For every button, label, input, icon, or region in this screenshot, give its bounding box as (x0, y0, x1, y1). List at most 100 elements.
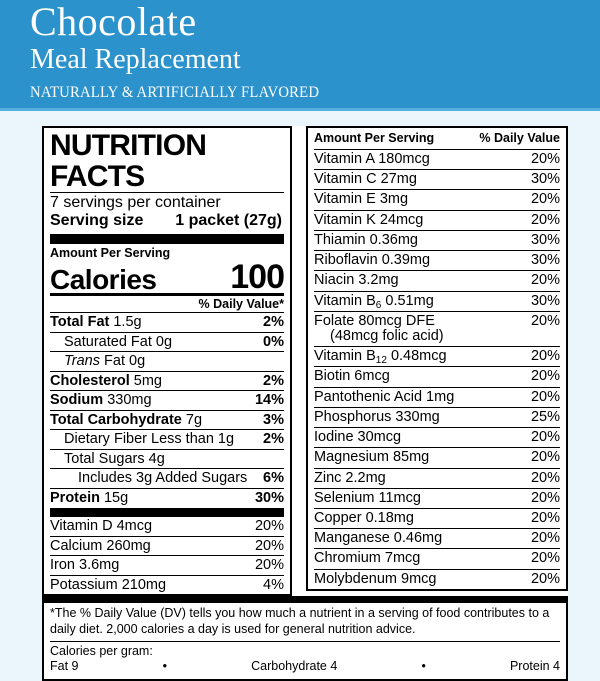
vitamin-row: Manganese 0.46mg 20% (314, 528, 560, 548)
vitamin-daily-value: 25% (530, 408, 560, 425)
separator-dot-2: • (421, 659, 426, 674)
nutrient-name: Cholesterol 5mg (50, 372, 163, 389)
nutrient-row: Total Fat 1.5g 2% (50, 312, 284, 332)
vitamin-row: Vitamin B6 0.51mg 30% (314, 290, 560, 311)
right-daily-value-header: % Daily Value (479, 131, 560, 145)
nutrient-name-bold: Sodium (50, 392, 104, 409)
nutrient-name: Protein 15g (50, 489, 129, 506)
vitamin-row: Phosphorus 330mg 25% (314, 406, 560, 427)
nutrient-row: Total Carbohydrate 7g 3% (50, 409, 284, 430)
nutrient-name: Trans Fat 0g (64, 353, 146, 370)
vitamin-row: Vitamin B12 0.48mcg 20% (314, 346, 560, 366)
right-amount-per-serving-label: Amount Per Serving (314, 131, 435, 145)
nutrient-daily-value: 6% (263, 470, 284, 487)
nutrient-name: Sodium 330mg (50, 392, 152, 409)
vitamin-row: Folate 80mcg DFE 20% (48mcg folic acid) (314, 310, 560, 346)
vitamin-row: Vitamin A 180mcg 20% (314, 149, 560, 169)
divider-bar-thick-vitamins (50, 508, 284, 518)
vitamin-name: Molybdenum 9mcg (314, 570, 437, 587)
vitamin-name: Vitamin A 180mcg (314, 151, 430, 167)
calories-row: Calories 100 (50, 257, 285, 296)
vitamin-name: Vitamin E 3mg (314, 191, 409, 208)
vitamin-name: Folate 80mcg DFE (314, 312, 435, 329)
calories-value: 100 (230, 257, 285, 296)
nutrient-name-bold: Cholesterol (50, 372, 130, 389)
servings-per-container: 7 servings per container (50, 194, 221, 212)
vitamin-daily-value: 20% (530, 489, 560, 506)
vitamin-name: Chromium 7mcg (314, 550, 421, 567)
mineral-daily-value: 4% (263, 576, 284, 593)
nutrient-name: Dietary Fiber Less than 1g (64, 431, 235, 448)
separator-dot-1: • (162, 659, 168, 674)
vitamin-daily-value: 20% (530, 570, 560, 587)
serving-size-value: 1 packet (27g) (175, 212, 282, 230)
nutrient-daily-value: 2% (263, 372, 284, 389)
nutrient-name: Includes 3g Added Sugars (78, 470, 248, 487)
vitamin-name: Selenium 11mcg (314, 489, 421, 506)
vitamin-daily-value: 20% (530, 530, 560, 547)
nutrition-columns: NUTRITION FACTS 7 servings per container… (42, 126, 568, 597)
nutrient-daily-value: 30% (254, 489, 284, 506)
vitamin-name: Pantothenic Acid 1mg (314, 388, 455, 405)
vitamin-row: Biotin 6mcg 20% (314, 366, 560, 386)
nutrient-name: Total Carbohydrate 7g (50, 411, 203, 428)
vitamin-row: Pantothenic Acid 1mg 20% (314, 386, 560, 407)
brand-flavor-note: NATURALLY & ARTIFICIALLY FLAVORED (30, 84, 320, 101)
mineral-daily-value: 20% (254, 518, 284, 535)
nutrient-row: Saturated Fat 0g 0% (50, 331, 284, 352)
mineral-name: Vitamin D 4mcg (50, 518, 153, 535)
nutrient-row: Total Sugars 4g (50, 448, 284, 469)
daily-value-footnote: *The % Daily Value (DV) tells you how mu… (50, 603, 560, 642)
calories-per-gram-protein: Protein 4 (509, 659, 560, 674)
vitamin-row: Selenium 11mcg 20% (314, 487, 560, 508)
vitamin-row: Iodine 30mcg 20% (314, 427, 560, 447)
vitamin-daily-value: 20% (530, 348, 560, 365)
nutrition-column-right: Amount Per Serving % Daily Value Vitamin… (306, 126, 568, 591)
vitamin-row: Thiamin 0.36mg 30% (314, 229, 560, 250)
footnote-box: *The % Daily Value (DV) tells you how mu… (42, 596, 568, 681)
vitamin-subscript: 6 (375, 299, 382, 311)
nutrient-name-italic: Trans (64, 353, 100, 370)
vitamin-daily-value: 30% (530, 252, 560, 269)
nutrient-row: Protein 15g 30% (50, 487, 284, 508)
right-column-header: Amount Per Serving % Daily Value (314, 128, 560, 149)
serving-size-label: Serving size (50, 212, 144, 230)
vitamin-row: Vitamin C 27mg 30% (314, 169, 560, 189)
mineral-row: Iron 3.6mg 20% (50, 555, 284, 575)
vitamin-row: Zinc 2.2mg 20% (314, 467, 560, 488)
vitamin-daily-value: 20% (530, 429, 560, 446)
vitamin-daily-value: 20% (530, 388, 560, 405)
vitamin-name: Zinc 2.2mg (314, 469, 386, 486)
vitamin-mineral-rows: Vitamin A 180mcg 20% Vitamin C 27mg 30% Vita… (314, 149, 560, 589)
nutrient-daily-value: 2% (263, 314, 284, 331)
vitamin-name: Vitamin C 27mg (314, 171, 417, 188)
nutrition-facts-title: NUTRITION FACTS (50, 130, 284, 194)
divider-bar-footnote (44, 596, 566, 604)
mineral-rows: Vitamin D 4mcg 20% Calcium 260mg 20% Iron 3.… (50, 517, 284, 594)
vitamin-daily-value: 20% (530, 312, 560, 329)
calories-per-gram-row: Fat 9 • Carbohydrate 4 • Protein 4 (50, 659, 560, 676)
nutrient-name: Total Fat 1.5g (50, 314, 142, 331)
brand-title: Chocolate (30, 0, 197, 44)
calories-per-gram-carbohydrate: Carbohydrate 4 (251, 659, 338, 674)
vitamin-name: Riboflavin 0.39mg (314, 252, 431, 269)
vitamin-row: Riboflavin 0.39mg 30% (314, 250, 560, 270)
vitamin-row: Vitamin K 24mcg 20% (314, 209, 560, 230)
nutrient-row: Sodium 330mg 14% (50, 390, 284, 410)
vitamin-daily-value: 30% (530, 171, 560, 188)
divider-calories (50, 293, 284, 297)
mineral-name: Potassium 210mg (50, 576, 167, 593)
divider-bar-thick-top (50, 233, 284, 244)
vitamin-row-line-2: (48mcg folic acid) (330, 327, 444, 344)
vitamin-name: Copper 0.18mg (314, 509, 414, 526)
vitamin-subscript: 12 (375, 355, 387, 367)
nutrient-name-bold: Protein (50, 489, 100, 506)
nutrition-facts-panel: NUTRITION FACTS 7 servings per container… (42, 126, 568, 681)
vitamin-daily-value: 20% (530, 368, 560, 385)
vitamin-row-line-1: Folate 80mcg DFE 20% (314, 312, 560, 329)
mineral-daily-value: 20% (254, 537, 284, 554)
nutrient-daily-value: 3% (263, 411, 284, 428)
vitamin-daily-value: 20% (530, 449, 560, 466)
nutrient-row: Trans Fat 0g (50, 351, 284, 371)
nutrient-row: Dietary Fiber Less than 1g 2% (50, 429, 284, 449)
